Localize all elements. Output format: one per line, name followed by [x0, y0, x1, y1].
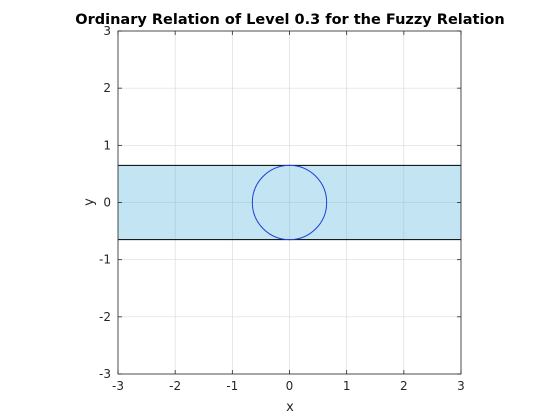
x-tick-label: -2 [169, 379, 181, 393]
y-tick-label: 1 [103, 138, 111, 152]
chart-title: Ordinary Relation of Level 0.3 for the F… [75, 12, 504, 28]
y-tick-label: 3 [103, 24, 111, 38]
x-tick-label: 3 [457, 379, 465, 393]
circle-boundary [251, 164, 328, 241]
y-tick-label: -3 [99, 367, 111, 381]
x-tick-label: -3 [112, 379, 124, 393]
x-tick-label: 0 [286, 379, 294, 393]
x-tick-label: -1 [226, 379, 238, 393]
y-tick-label: 0 [103, 196, 111, 210]
relation-band-group [117, 164, 462, 241]
y-axis-label: y [82, 198, 97, 206]
circle-group [251, 164, 328, 241]
y-tick-label: -2 [99, 310, 111, 324]
x-tick-label: 1 [343, 379, 351, 393]
ticks: -3 -2 -1 0 1 2 3 -3 -2 -1 0 1 2 3 [99, 24, 465, 393]
y-tick-label: 2 [103, 81, 111, 95]
y-tick-label: -1 [99, 253, 111, 267]
x-axis-label: x [286, 400, 294, 415]
x-tick-label: 2 [400, 379, 408, 393]
